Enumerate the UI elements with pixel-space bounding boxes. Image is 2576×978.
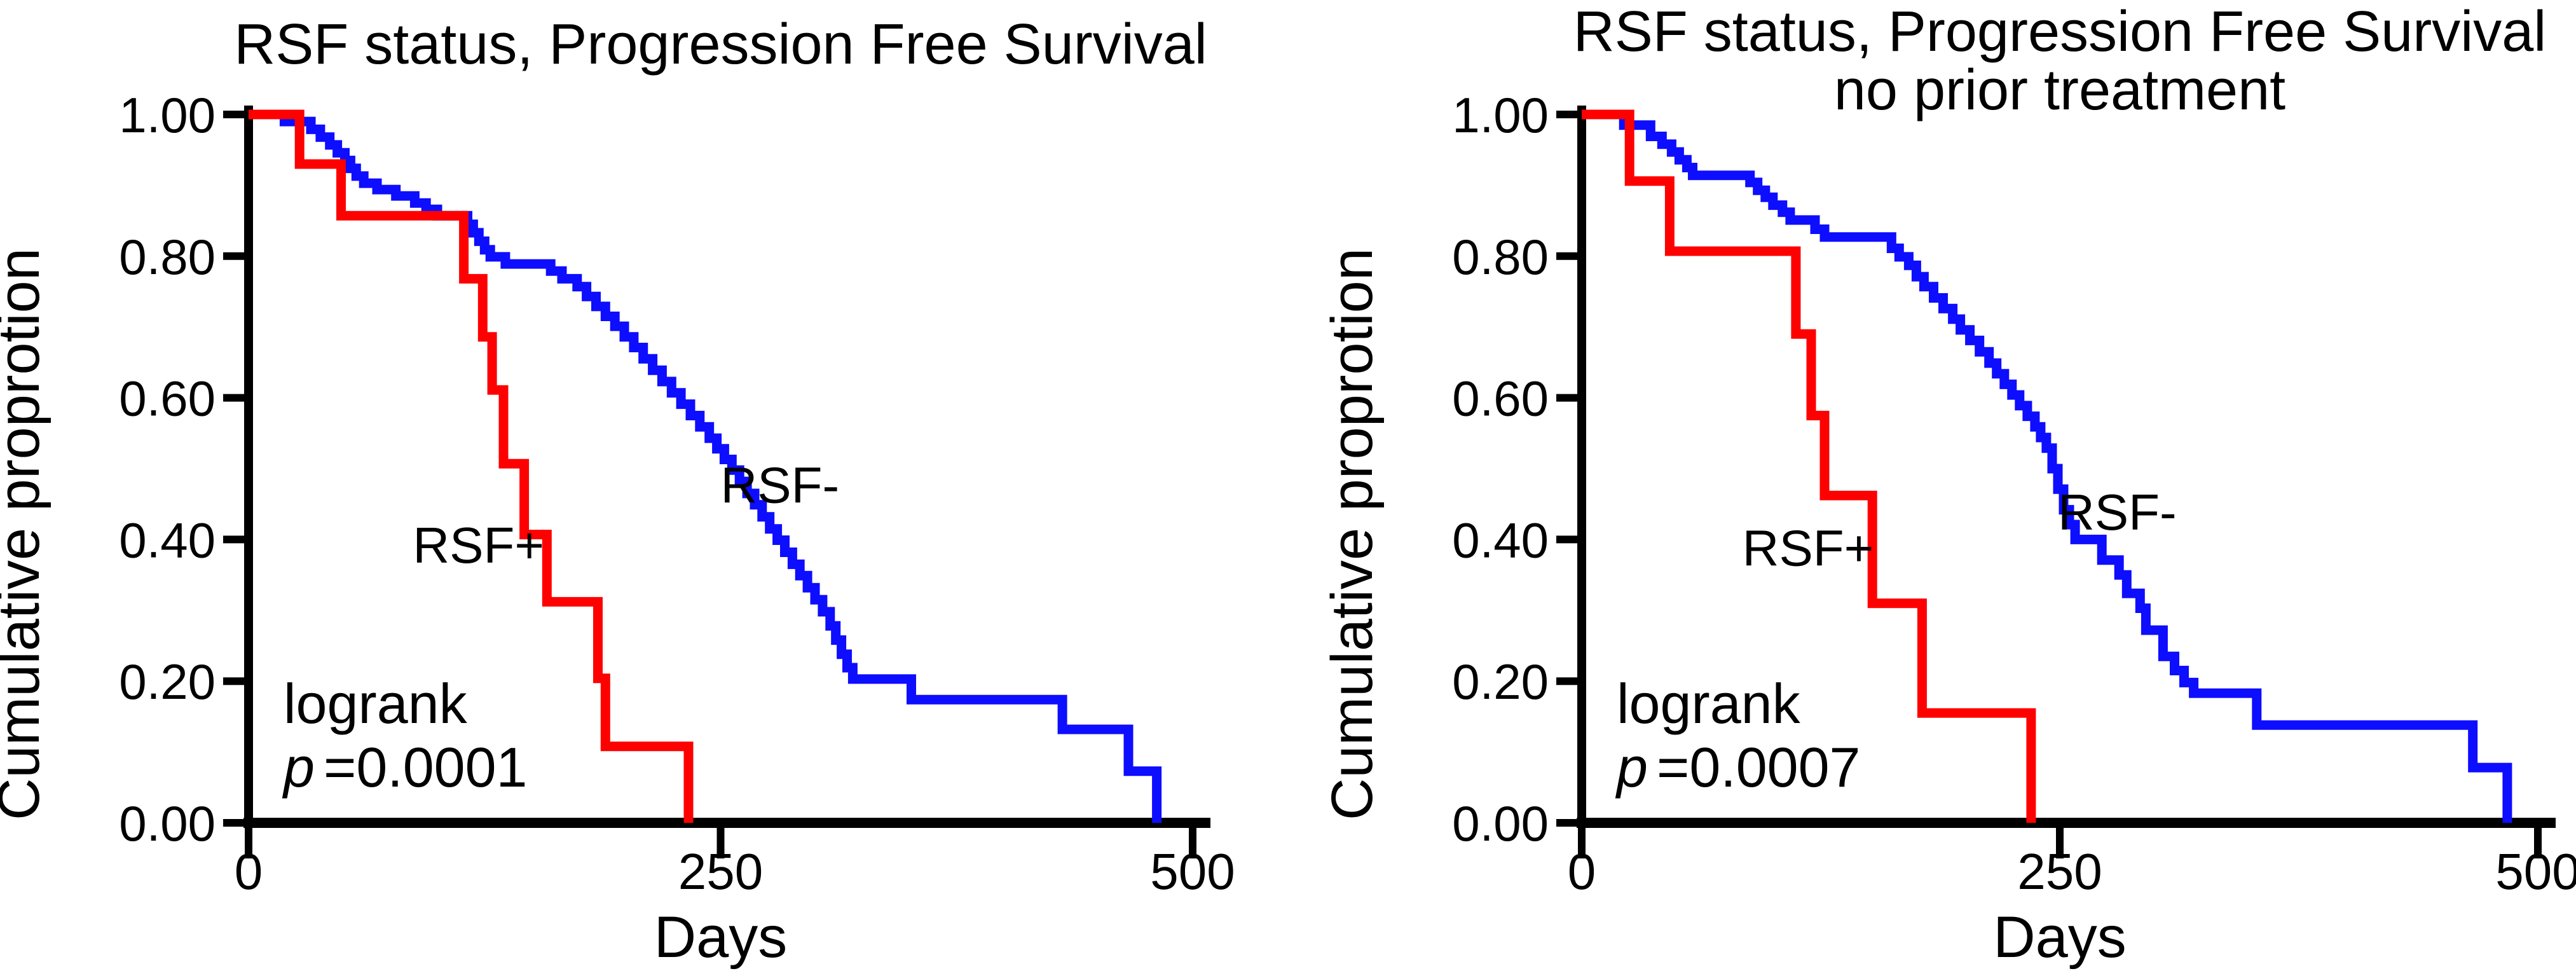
x-axis-tick-label: 0 bbox=[235, 843, 263, 900]
chart-title-line: no prior treatment bbox=[1834, 59, 2285, 122]
p-value-text: =0.0007 bbox=[1657, 736, 1861, 799]
km-chart-svg: RSF status, Progression Free Survivalno … bbox=[1320, 0, 2576, 970]
y-axis-tick-label: 0.40 bbox=[1452, 512, 1549, 568]
km-panel-no-prior-treatment: RSF status, Progression Free Survival no … bbox=[1288, 0, 2576, 978]
x-axis-label: Days bbox=[1993, 905, 2127, 970]
x-axis-tick-label: 500 bbox=[2495, 843, 2576, 900]
y-axis-label: Cumulative proprotion bbox=[1320, 248, 1385, 820]
p-symbol: p bbox=[282, 736, 315, 799]
y-axis-tick-label: 1.00 bbox=[119, 87, 216, 143]
y-axis-label: Cumulative proprotion bbox=[0, 248, 51, 820]
x-axis-tick-label: 500 bbox=[1150, 843, 1235, 900]
x-axis-label: Days bbox=[654, 905, 788, 970]
y-axis-tick-label: 0.40 bbox=[119, 512, 216, 568]
y-axis-tick-label: 0.80 bbox=[119, 229, 216, 285]
x-axis-tick-label: 250 bbox=[2017, 843, 2102, 900]
rsf-minus-curve bbox=[249, 109, 1162, 823]
y-axis-tick-label: 0.80 bbox=[1452, 229, 1549, 285]
y-axis-tick-label: 0.00 bbox=[1452, 795, 1549, 851]
rsf-minus-label: RSF- bbox=[721, 457, 840, 513]
logrank-annotation: logrank bbox=[284, 672, 468, 735]
y-axis-tick-label: 0.20 bbox=[1452, 654, 1549, 710]
y-axis-tick-label: 0.60 bbox=[119, 371, 216, 427]
y-axis-tick-label: 0.20 bbox=[119, 654, 216, 710]
y-axis-tick-label: 0.00 bbox=[119, 795, 216, 851]
p-value-annotation: p =0.0007 bbox=[1615, 736, 1861, 799]
x-axis-tick-label: 0 bbox=[1568, 843, 1596, 900]
rsf-plus-curve bbox=[249, 109, 694, 823]
chart-title-line: RSF status, Progression Free Survival bbox=[1573, 0, 2547, 64]
chart-title-line: RSF status, Progression Free Survival bbox=[234, 13, 1207, 76]
rsf-plus-curve bbox=[1582, 109, 2036, 823]
p-value-text: =0.0001 bbox=[324, 736, 528, 799]
rsf-minus-curve bbox=[1582, 109, 2512, 823]
p-symbol: p bbox=[1615, 736, 1648, 799]
p-value-annotation: p =0.0001 bbox=[282, 736, 528, 799]
rsf-plus-label: RSF+ bbox=[413, 517, 544, 574]
km-chart-svg: RSF status, Progression Free Survival 1.0… bbox=[0, 13, 1235, 970]
logrank-annotation: logrank bbox=[1617, 672, 1801, 735]
y-axis-tick-label: 0.60 bbox=[1452, 371, 1549, 427]
x-axis-tick-label: 250 bbox=[678, 843, 763, 900]
rsf-plus-label: RSF+ bbox=[1743, 520, 1874, 577]
rsf-minus-label: RSF- bbox=[2058, 484, 2177, 541]
y-axis-tick-label: 1.00 bbox=[1452, 87, 1549, 143]
km-panel-all-patients: RSF status, Progression Free Survival 1.0… bbox=[0, 13, 1235, 970]
